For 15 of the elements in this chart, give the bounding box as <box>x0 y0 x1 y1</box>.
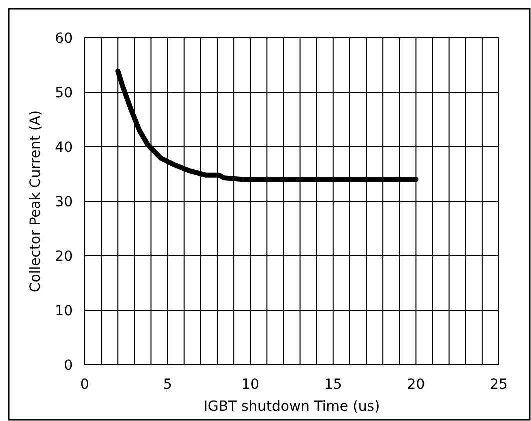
x-tick-label: 25 <box>490 377 508 393</box>
y-tick-label: 0 <box>64 358 73 374</box>
y-tick-label: 50 <box>55 86 73 102</box>
x-tick-label: 5 <box>163 377 172 393</box>
x-tick-label: 0 <box>80 377 90 393</box>
y-tick-label: 20 <box>55 249 73 265</box>
y-axis-title: Collector Peak Current (A) <box>28 110 44 292</box>
x-tick-label: 20 <box>407 377 426 393</box>
y-tick-label: 60 <box>55 31 73 47</box>
y-tick-label: 30 <box>55 194 73 210</box>
y-tick-label: 40 <box>55 140 73 156</box>
x-tick-label: 10 <box>242 377 260 393</box>
y-tick-label: 10 <box>55 304 73 320</box>
x-axis-title: IGBT shutdown Time (us) <box>204 399 380 415</box>
x-tick-label: 15 <box>324 377 342 393</box>
